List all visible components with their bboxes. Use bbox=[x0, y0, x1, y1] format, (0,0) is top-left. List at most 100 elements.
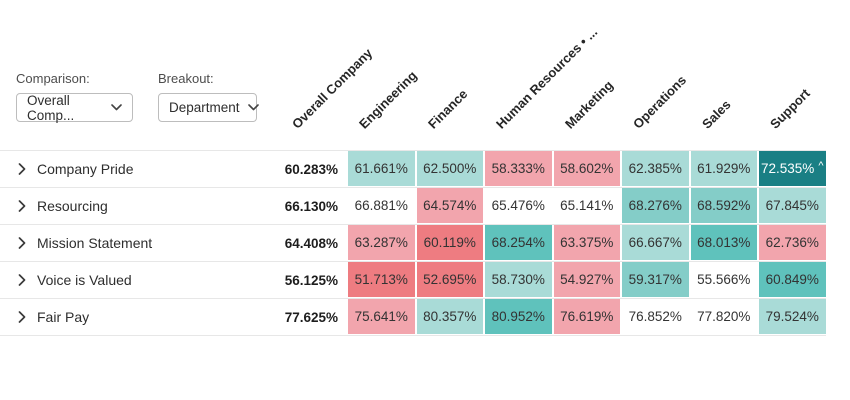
cell-value: 63.375% bbox=[560, 235, 614, 250]
chevron-right-icon[interactable] bbox=[18, 237, 26, 249]
cell-value: 65.476% bbox=[491, 198, 545, 213]
heatmap-cell[interactable]: 62.500% bbox=[414, 151, 483, 187]
cell-value: 51.713% bbox=[354, 272, 408, 287]
cell-value: 65.141% bbox=[560, 198, 614, 213]
cell-value: 75.641% bbox=[354, 309, 408, 324]
overall-value: 60.283% bbox=[280, 151, 346, 187]
overall-value: 64.408% bbox=[280, 225, 346, 261]
heatmap-cell[interactable]: 64.574% bbox=[414, 188, 483, 224]
heatmap-cell[interactable]: 58.333% bbox=[483, 151, 552, 187]
row-expander[interactable]: Voice is Valued bbox=[0, 262, 280, 298]
cell-value: 66.881% bbox=[354, 198, 408, 213]
comparison-control: Comparison: Overall Comp... bbox=[16, 71, 133, 123]
heatmap-cell[interactable]: 67.845% bbox=[757, 188, 826, 224]
heatmap-cell[interactable]: 61.929% bbox=[688, 151, 757, 187]
heatmap-cell[interactable]: 51.713% bbox=[346, 262, 415, 298]
column-header[interactable]: Operations bbox=[630, 72, 690, 132]
heatmap-cell[interactable]: 63.375% bbox=[551, 225, 620, 261]
cell-value: 76.852% bbox=[628, 309, 682, 324]
cell-value: 72.535% bbox=[761, 161, 815, 176]
chevron-down-icon bbox=[111, 104, 122, 111]
cell-value: 68.592% bbox=[697, 198, 751, 213]
heatmap-cell[interactable]: 80.357% bbox=[414, 299, 483, 335]
cell-value: 68.013% bbox=[697, 235, 751, 250]
heatmap-cell[interactable]: 77.820% bbox=[688, 299, 757, 335]
cell-value: 79.524% bbox=[765, 309, 819, 324]
heatmap-cell[interactable]: 68.592% bbox=[688, 188, 757, 224]
overall-value: 77.625% bbox=[280, 299, 346, 335]
chevron-right-icon[interactable] bbox=[18, 163, 26, 175]
column-header[interactable]: Finance bbox=[424, 86, 471, 132]
row-label: Company Pride bbox=[37, 161, 134, 177]
heatmap-cell[interactable]: 60.119% bbox=[414, 225, 483, 261]
heatmap-cell[interactable]: 68.276% bbox=[620, 188, 689, 224]
column-header[interactable]: Engineering bbox=[356, 67, 420, 132]
controls-bar: Comparison: Overall Comp... Breakout: De… bbox=[16, 71, 259, 123]
row-expander[interactable]: Resourcing bbox=[0, 188, 280, 224]
cell-value: 77.820% bbox=[697, 309, 751, 324]
heatmap-cell[interactable]: 55.566% bbox=[688, 262, 757, 298]
cell-value: 63.287% bbox=[354, 235, 408, 250]
cell-value: 60.119% bbox=[423, 235, 476, 250]
cell-value: 64.574% bbox=[423, 198, 477, 213]
heatmap-cell[interactable]: 80.952% bbox=[483, 299, 552, 335]
heatmap-cell[interactable]: 72.535% ^ bbox=[757, 151, 826, 187]
heatmap-cell[interactable]: 59.317% bbox=[620, 262, 689, 298]
heatmap-cell[interactable]: 65.141% bbox=[551, 188, 620, 224]
comparison-label: Comparison: bbox=[16, 71, 90, 86]
breakout-select[interactable]: Department bbox=[158, 93, 259, 122]
cell-value: 61.661% bbox=[354, 161, 408, 176]
heatmap-cell[interactable]: 62.736% bbox=[757, 225, 826, 261]
comparison-select-value: Overall Comp... bbox=[27, 92, 75, 123]
heatmap-table: Company Pride 60.283% 61.661% 62.500% 58.333… bbox=[0, 150, 826, 336]
table-row: Fair Pay 77.625% 75.641% 80.357% 80.952% 76.6… bbox=[0, 299, 826, 336]
row-label: Resourcing bbox=[37, 198, 108, 214]
row-expander[interactable]: Mission Statement bbox=[0, 225, 280, 261]
heatmap-cell[interactable]: 66.881% bbox=[346, 188, 415, 224]
row-expander[interactable]: Fair Pay bbox=[0, 299, 280, 335]
row-expander[interactable]: Company Pride bbox=[0, 151, 280, 187]
column-header[interactable]: Marketing bbox=[561, 77, 616, 132]
heatmap-cell[interactable]: 52.695% bbox=[414, 262, 483, 298]
cell-value: 68.254% bbox=[491, 235, 545, 250]
row-label: Mission Statement bbox=[37, 235, 153, 251]
chevron-right-icon[interactable] bbox=[18, 200, 26, 212]
cell-value: 52.695% bbox=[423, 272, 477, 287]
chevron-right-icon[interactable] bbox=[18, 274, 26, 286]
heatmap-cell[interactable]: 68.254% bbox=[483, 225, 552, 261]
cell-value: 58.730% bbox=[491, 272, 545, 287]
comparison-select[interactable]: Overall Comp... bbox=[16, 92, 133, 123]
heatmap-cell[interactable]: 76.852% bbox=[620, 299, 689, 335]
column-header[interactable]: Sales bbox=[698, 96, 734, 132]
table-row: Resourcing 66.130% 66.881% 64.574% 65.476% 65… bbox=[0, 188, 826, 225]
column-header[interactable]: Support bbox=[767, 85, 814, 132]
table-row: Company Pride 60.283% 61.661% 62.500% 58.333… bbox=[0, 151, 826, 188]
heatmap-cell[interactable]: 76.619% bbox=[551, 299, 620, 335]
heatmap-cell[interactable]: 68.013% bbox=[688, 225, 757, 261]
heatmap-cell[interactable]: 61.661% bbox=[346, 151, 415, 187]
cell-value: 62.500% bbox=[423, 161, 477, 176]
cell-value: 55.566% bbox=[697, 272, 751, 287]
chevron-right-icon[interactable] bbox=[18, 311, 26, 323]
overall-value: 56.125% bbox=[280, 262, 346, 298]
overall-value: 66.130% bbox=[280, 188, 346, 224]
heatmap-cell[interactable]: 54.927% bbox=[551, 262, 620, 298]
cell-value: 60.849% bbox=[765, 272, 819, 287]
heatmap-cell[interactable]: 63.287% bbox=[346, 225, 415, 261]
heatmap-cell[interactable]: 60.849% bbox=[757, 262, 826, 298]
heatmap-cell[interactable]: 65.476% bbox=[483, 188, 552, 224]
heatmap-cell[interactable]: 75.641% bbox=[346, 299, 415, 335]
heatmap-cell[interactable]: 58.730% bbox=[483, 262, 552, 298]
heatmap-cell[interactable]: 62.385% bbox=[620, 151, 689, 187]
significance-marker: ^ bbox=[818, 159, 824, 172]
breakout-label: Breakout: bbox=[158, 71, 214, 86]
cell-value: 58.602% bbox=[560, 161, 614, 176]
cell-value: 66.667% bbox=[628, 235, 682, 250]
cell-value: 76.619% bbox=[560, 309, 614, 324]
heatmap-cell[interactable]: 58.602% bbox=[551, 151, 620, 187]
row-label: Voice is Valued bbox=[37, 272, 132, 288]
heatmap-cell[interactable]: 79.524% bbox=[757, 299, 826, 335]
breakout-control: Breakout: Department bbox=[158, 71, 259, 122]
cell-value: 80.357% bbox=[423, 309, 477, 324]
heatmap-cell[interactable]: 66.667% bbox=[620, 225, 689, 261]
